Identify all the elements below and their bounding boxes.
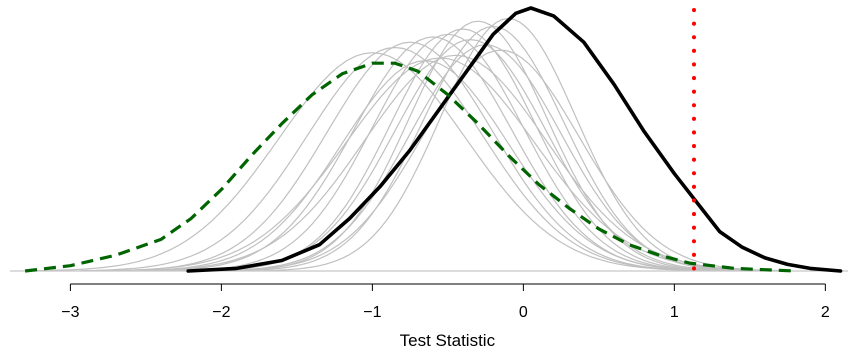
- main-density-curves: [24, 6, 843, 273]
- simulated-density-curve-8: [227, 20, 729, 272]
- simulated-density-curve-3: [111, 41, 710, 272]
- simulated-density-curve-9: [213, 44, 758, 272]
- x-tick-label: −3: [61, 304, 79, 321]
- x-tick-label: −1: [363, 304, 381, 321]
- x-tick-label: −2: [212, 304, 230, 321]
- x-axis-title: Test Statistic: [400, 331, 496, 350]
- x-axis: −3 −2 −1 0 1 2: [61, 283, 830, 321]
- x-tick-label: 0: [519, 304, 528, 321]
- null-density-curve: [24, 61, 796, 273]
- simulated-density-curve-15: [103, 57, 778, 272]
- x-tick-label: 1: [670, 304, 679, 321]
- simulated-density-curves: [35, 17, 784, 272]
- simulated-density-curve-11: [218, 49, 784, 272]
- simulated-density-curve-1: [35, 52, 710, 272]
- simulated-density-curve-2: [79, 46, 711, 272]
- simulated-density-curve-5: [176, 33, 720, 272]
- simulated-density-curve-6: [202, 28, 724, 272]
- observed-density-curve: [186, 6, 843, 273]
- simulated-density-curve-10: [237, 25, 749, 272]
- x-tick-label: 2: [821, 304, 830, 321]
